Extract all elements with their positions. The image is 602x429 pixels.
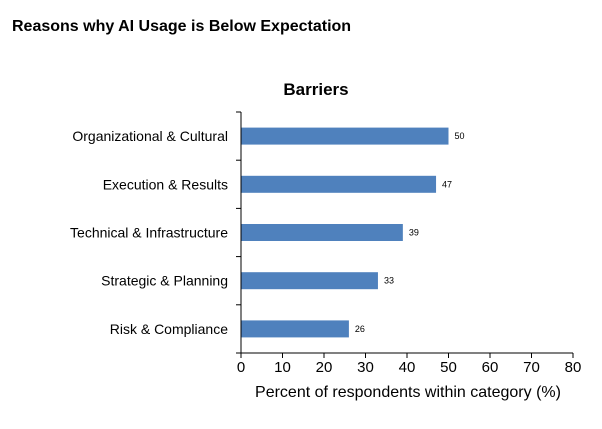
bar xyxy=(241,272,378,290)
x-tick-label: 60 xyxy=(482,359,499,376)
bar xyxy=(241,224,403,241)
x-tick-label: 30 xyxy=(357,359,374,376)
x-tick-label: 80 xyxy=(565,359,582,376)
x-tick-label: 40 xyxy=(399,359,416,376)
category-label: Technical & Infrastructure xyxy=(70,225,228,241)
x-axis-label: Percent of respondents within category (… xyxy=(255,384,561,401)
bar xyxy=(241,175,437,193)
category-label: Execution & Results xyxy=(103,176,228,192)
data-label: 50 xyxy=(455,131,465,141)
bar xyxy=(241,320,349,338)
page-title: Reasons why AI Usage is Below Expectatio… xyxy=(12,18,352,35)
chart-title: Barriers xyxy=(283,80,348,99)
x-tick-label: 0 xyxy=(237,359,245,376)
x-tick-label: 70 xyxy=(523,359,540,376)
data-label: 26 xyxy=(355,324,365,334)
x-tick-label: 20 xyxy=(316,359,333,376)
bar xyxy=(241,127,449,145)
category-label: Risk & Compliance xyxy=(110,321,228,337)
category-label: Strategic & Planning xyxy=(101,273,228,289)
data-label: 47 xyxy=(442,179,452,189)
data-label: 39 xyxy=(409,228,419,238)
x-tick-label: 50 xyxy=(440,359,457,376)
x-tick-label: 10 xyxy=(274,359,291,376)
category-label: Organizational & Cultural xyxy=(72,128,228,144)
data-label: 33 xyxy=(384,276,394,286)
